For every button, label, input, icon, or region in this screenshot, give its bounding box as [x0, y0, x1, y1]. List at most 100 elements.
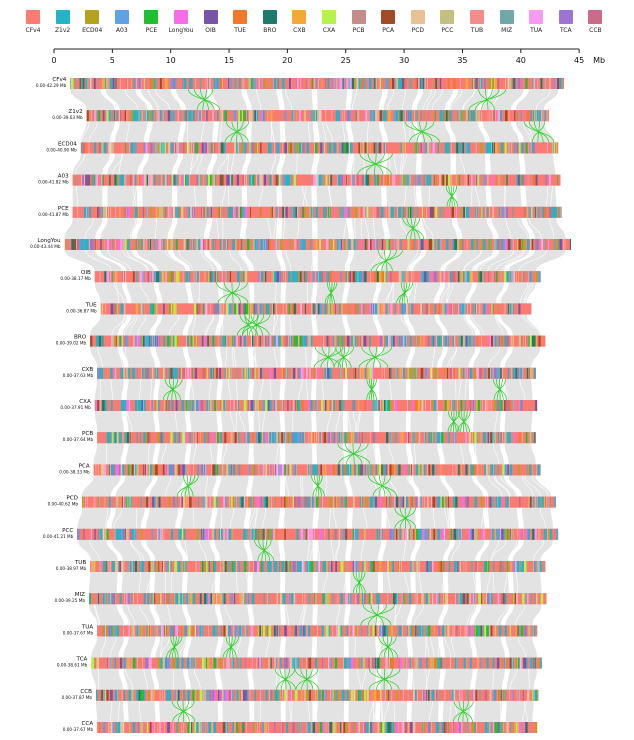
bar-segment	[404, 206, 407, 218]
bar-segment	[308, 400, 311, 411]
bar-segment	[178, 174, 181, 186]
bar-segment	[125, 271, 127, 283]
bar-segment	[527, 432, 530, 444]
bar-segment	[526, 271, 530, 283]
bar-segment	[267, 464, 271, 476]
bar-segment	[344, 78, 347, 89]
bar-segment	[119, 239, 121, 250]
bar-segment	[369, 271, 373, 283]
bar-segment	[164, 303, 167, 315]
bar-segment	[185, 367, 187, 379]
bar-segment	[341, 367, 345, 379]
bar-segment	[518, 400, 520, 411]
bar-segment	[243, 432, 245, 444]
ribbon-texture	[111, 314, 126, 336]
bar-stripe	[387, 303, 389, 315]
bar-segment	[226, 335, 228, 347]
bar-segment	[393, 271, 395, 283]
bar-segment	[538, 239, 541, 250]
bar-stripe	[440, 432, 441, 444]
bar-segment	[333, 335, 335, 347]
bar-segment	[72, 174, 76, 186]
bar-segment	[554, 206, 558, 218]
bar-segment	[486, 142, 489, 154]
bar-segment	[383, 400, 386, 411]
ribbon-texture	[279, 443, 281, 465]
bar-segment	[161, 78, 164, 89]
bar-segment	[126, 432, 130, 444]
bar-segment	[170, 78, 174, 89]
bar-stripe	[400, 174, 402, 186]
bar-segment	[388, 367, 391, 379]
bar-segment	[264, 400, 268, 411]
bar-segment	[486, 432, 488, 444]
bar-stripe	[262, 432, 263, 444]
bar-segment	[466, 367, 469, 379]
synteny-ribbon	[348, 604, 379, 626]
bar-stripe	[148, 239, 150, 250]
bar-segment	[425, 432, 429, 444]
bar-segment	[300, 174, 302, 186]
bar-segment	[152, 400, 154, 411]
bar-segment	[417, 110, 420, 122]
bar-segment	[299, 142, 301, 154]
synteny-ribbon	[482, 121, 519, 143]
bar-stripe	[495, 110, 497, 122]
bar-segment	[321, 367, 323, 379]
bar-segment	[438, 303, 440, 315]
synteny-ribbon	[350, 121, 383, 143]
ribbon-texture	[154, 346, 161, 368]
bar-stripe	[193, 271, 195, 283]
bar-stripe	[354, 174, 356, 186]
bar-segment	[243, 239, 246, 250]
synteny-ribbon	[315, 411, 344, 433]
bar-segment	[543, 239, 545, 250]
bar-segment	[427, 110, 430, 122]
bar-segment	[253, 239, 255, 250]
inversion-link	[379, 636, 397, 658]
bar-segment	[254, 174, 257, 186]
ribbon-texture	[447, 282, 454, 304]
bar-segment	[413, 335, 415, 347]
ribbon-texture	[173, 88, 187, 111]
bar-segment	[398, 110, 400, 122]
bar-segment	[373, 110, 376, 122]
bar-segment	[256, 239, 259, 250]
bar-segment	[155, 464, 158, 476]
bar-segment	[557, 78, 560, 89]
synteny-ribbon	[500, 282, 536, 304]
bar-segment	[512, 432, 514, 444]
bar-segment	[184, 110, 187, 122]
bar-segment	[113, 206, 116, 218]
bar-segment	[284, 110, 286, 122]
bar-segment	[281, 271, 284, 283]
inversion-link	[409, 121, 435, 143]
bar-segment	[479, 367, 482, 379]
bar-segment	[184, 464, 187, 476]
synteny-ribbon	[474, 604, 509, 626]
ribbon-texture	[460, 443, 465, 465]
bar-segment	[170, 174, 172, 186]
bar-segment	[94, 400, 96, 411]
ribbon-texture	[432, 88, 443, 111]
axis-tick-label: 35	[457, 56, 467, 65]
bar-segment	[376, 142, 378, 154]
bar-segment	[196, 174, 199, 186]
bar-segment	[166, 303, 170, 315]
bar-segment	[428, 367, 431, 379]
bar-segment	[103, 303, 105, 315]
bar-segment	[414, 239, 416, 250]
ribbon-texture	[126, 121, 130, 143]
ribbon-texture	[387, 88, 395, 111]
bar-segment	[363, 303, 365, 315]
bar-segment	[394, 432, 398, 444]
bar-segment	[304, 432, 306, 444]
bar-segment	[528, 206, 530, 218]
bar-segment	[419, 239, 421, 250]
bar-segment	[507, 239, 511, 250]
bar-segment	[313, 239, 316, 250]
bar-segment	[389, 271, 392, 283]
bar-segment	[529, 271, 532, 283]
bar-segment	[206, 464, 209, 476]
bar-segment	[477, 335, 479, 347]
